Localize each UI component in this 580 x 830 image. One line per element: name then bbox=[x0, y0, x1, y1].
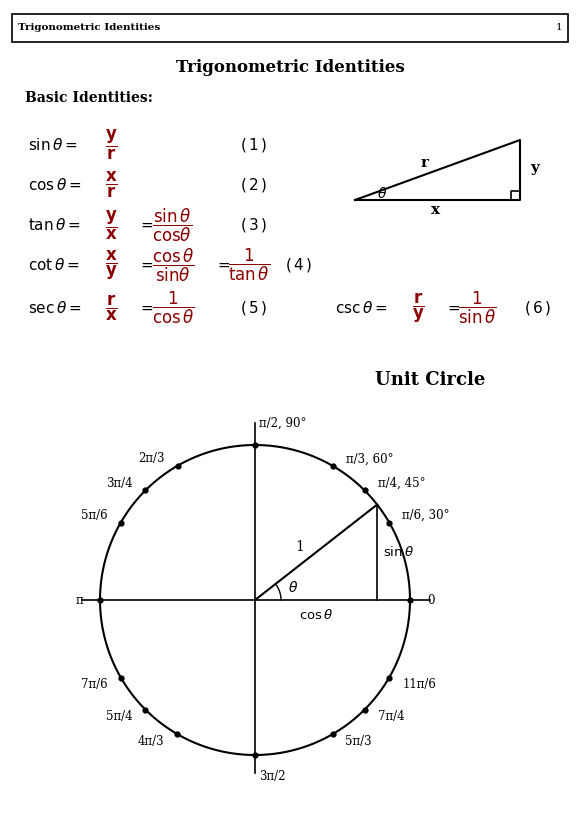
Text: $(\,3\,)$: $(\,3\,)$ bbox=[240, 216, 267, 234]
Text: $\theta$: $\theta$ bbox=[288, 580, 298, 595]
Text: $=$: $=$ bbox=[138, 258, 154, 272]
Text: 1: 1 bbox=[556, 23, 562, 32]
Text: 7π/4: 7π/4 bbox=[378, 710, 404, 723]
Text: 2π/3: 2π/3 bbox=[138, 452, 165, 466]
Text: π/2, 90°: π/2, 90° bbox=[259, 417, 306, 430]
Text: 11π/6: 11π/6 bbox=[403, 678, 436, 691]
Text: $\dfrac{\mathbf{r}}{\mathbf{x}}$: $\dfrac{\mathbf{r}}{\mathbf{x}}$ bbox=[105, 293, 118, 323]
Text: Trigonometric Identities: Trigonometric Identities bbox=[176, 60, 404, 76]
Text: $\mathrm{cos}\,\theta$: $\mathrm{cos}\,\theta$ bbox=[299, 608, 333, 622]
Text: π/3, 60°: π/3, 60° bbox=[346, 452, 393, 466]
Text: $(\,4\,)$: $(\,4\,)$ bbox=[285, 256, 312, 274]
Text: $\dfrac{1}{\mathrm{cos}\,\theta}$: $\dfrac{1}{\mathrm{cos}\,\theta}$ bbox=[152, 290, 195, 326]
Text: 5π/4: 5π/4 bbox=[106, 710, 132, 723]
Text: Basic Identities:: Basic Identities: bbox=[25, 91, 153, 105]
Text: $=$: $=$ bbox=[445, 301, 461, 315]
Text: $\theta$: $\theta$ bbox=[377, 187, 387, 202]
Text: 5π/6: 5π/6 bbox=[81, 509, 108, 522]
Text: 3π/2: 3π/2 bbox=[259, 770, 285, 783]
Text: $\dfrac{1}{\mathrm{tan}\,\theta}$: $\dfrac{1}{\mathrm{tan}\,\theta}$ bbox=[228, 247, 270, 283]
Text: 0: 0 bbox=[427, 593, 434, 607]
Text: $\dfrac{\mathrm{cos}\,\theta}{\mathrm{sin}\theta}$: $\dfrac{\mathrm{cos}\,\theta}{\mathrm{si… bbox=[152, 247, 195, 284]
Text: Trigonometric Identities: Trigonometric Identities bbox=[18, 23, 160, 32]
Text: $\mathrm{sec}\,\theta =$: $\mathrm{sec}\,\theta =$ bbox=[28, 300, 82, 316]
Text: Unit Circle: Unit Circle bbox=[375, 371, 485, 389]
Text: $\mathrm{sin}\,\theta$: $\mathrm{sin}\,\theta$ bbox=[383, 545, 414, 559]
Text: 3π/4: 3π/4 bbox=[106, 477, 132, 490]
Text: $\mathrm{csc}\,\theta =$: $\mathrm{csc}\,\theta =$ bbox=[335, 300, 387, 316]
Text: $\dfrac{\mathbf{y}}{\mathbf{r}}$: $\dfrac{\mathbf{y}}{\mathbf{r}}$ bbox=[105, 128, 118, 162]
Text: π: π bbox=[75, 593, 83, 607]
Text: x: x bbox=[432, 203, 441, 217]
Text: y: y bbox=[530, 161, 539, 175]
Text: r: r bbox=[421, 156, 429, 170]
Text: $(\,2\,)$: $(\,2\,)$ bbox=[240, 176, 267, 194]
Text: 4π/3: 4π/3 bbox=[138, 735, 165, 748]
Text: π/6, 30°: π/6, 30° bbox=[403, 509, 450, 522]
Text: $\dfrac{\mathbf{x}}{\mathbf{r}}$: $\dfrac{\mathbf{x}}{\mathbf{r}}$ bbox=[105, 170, 118, 200]
Text: 7π/6: 7π/6 bbox=[81, 678, 108, 691]
Text: $\dfrac{\mathbf{r}}{\mathbf{y}}$: $\dfrac{\mathbf{r}}{\mathbf{y}}$ bbox=[412, 290, 425, 325]
Text: $\mathrm{sin}\,\theta =$: $\mathrm{sin}\,\theta =$ bbox=[28, 137, 78, 153]
Text: $=$: $=$ bbox=[138, 301, 154, 315]
Text: $\dfrac{\mathbf{y}}{\mathbf{x}}$: $\dfrac{\mathbf{y}}{\mathbf{x}}$ bbox=[105, 208, 118, 242]
Text: $(\,5\,)$: $(\,5\,)$ bbox=[240, 299, 267, 317]
Bar bbox=[12, 14, 568, 42]
Text: 1: 1 bbox=[295, 540, 304, 554]
Text: π/4, 45°: π/4, 45° bbox=[378, 477, 425, 490]
Text: $(\,6\,)$: $(\,6\,)$ bbox=[524, 299, 551, 317]
Text: $\dfrac{\mathrm{sin}\,\theta}{\mathrm{cos}\theta}$: $\dfrac{\mathrm{sin}\,\theta}{\mathrm{co… bbox=[152, 207, 192, 243]
Text: $\mathrm{cos}\,\theta =$: $\mathrm{cos}\,\theta =$ bbox=[28, 177, 82, 193]
Text: 5π/3: 5π/3 bbox=[346, 735, 372, 748]
Text: $=$: $=$ bbox=[138, 218, 154, 232]
Text: $\dfrac{\mathbf{x}}{\mathbf{y}}$: $\dfrac{\mathbf{x}}{\mathbf{y}}$ bbox=[105, 248, 118, 281]
Text: $(\,1\,)$: $(\,1\,)$ bbox=[240, 136, 267, 154]
Text: $\mathrm{tan}\,\theta =$: $\mathrm{tan}\,\theta =$ bbox=[28, 217, 81, 233]
Text: $\dfrac{1}{\mathrm{sin}\,\theta}$: $\dfrac{1}{\mathrm{sin}\,\theta}$ bbox=[458, 290, 496, 326]
Text: $\mathrm{cot}\,\theta =$: $\mathrm{cot}\,\theta =$ bbox=[28, 257, 79, 273]
Text: $=$: $=$ bbox=[215, 258, 231, 272]
